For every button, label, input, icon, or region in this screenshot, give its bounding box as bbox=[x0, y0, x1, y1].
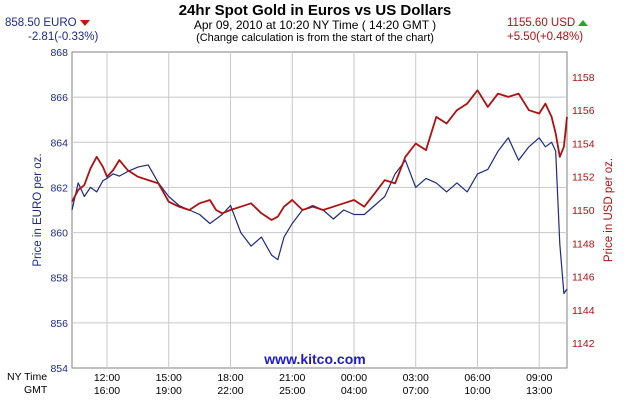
x-tick-label-ny: 12:00 bbox=[94, 372, 120, 384]
usd-change: +5.50(+0.48%) bbox=[507, 31, 584, 43]
y-tick-label-right: 1152 bbox=[572, 172, 595, 184]
x-tick-label-ny: 18:00 bbox=[217, 372, 243, 384]
x-tick-label-gmt: 25:00 bbox=[279, 385, 305, 397]
y-tick-label-right: 1158 bbox=[572, 72, 595, 84]
eur-quote: 858.50 EURO bbox=[5, 17, 90, 29]
x-tick-label-gmt: 07:00 bbox=[403, 385, 429, 397]
x-tick-label-ny: 03:00 bbox=[403, 372, 429, 384]
plot-area bbox=[71, 51, 568, 369]
y-tick-label-left: 858 bbox=[50, 273, 68, 285]
eur-change: -2.81(-0.33%) bbox=[28, 31, 99, 43]
y-tick-label-right: 1142 bbox=[572, 338, 595, 350]
x-tick-label-gmt: 16:00 bbox=[94, 385, 120, 397]
x-tick-label-ny: 06:00 bbox=[464, 372, 490, 384]
series-line-usd bbox=[71, 89, 568, 221]
y-tick-label-right: 1154 bbox=[572, 138, 595, 150]
y-tick-label-left: 864 bbox=[50, 137, 68, 149]
x-tick-label-gmt: 19:00 bbox=[156, 385, 182, 397]
eur-price: 858.50 EURO bbox=[5, 17, 77, 29]
y-tick-label-left: 860 bbox=[50, 228, 68, 240]
y-tick-label-left: 856 bbox=[50, 318, 68, 330]
x-tick-label-ny: 21:00 bbox=[279, 372, 305, 384]
up-arrow-icon bbox=[578, 19, 589, 26]
x-tick-label-gmt: 04:00 bbox=[341, 385, 367, 397]
down-arrow-icon bbox=[79, 19, 90, 26]
ny-time-label: NY Time bbox=[7, 371, 48, 383]
y-tick-label-left: 854 bbox=[50, 363, 68, 375]
chart-subtitle: Apr 09, 2010 at 10:20 NY Time ( 14:20 GM… bbox=[193, 18, 437, 32]
chart-note: (Change calculation is from the start of… bbox=[196, 32, 434, 44]
y-tick-label-left: 868 bbox=[50, 47, 68, 59]
x-tick-label-gmt: 10:00 bbox=[464, 385, 490, 397]
y-tick-label-left: 862 bbox=[50, 182, 68, 194]
x-tick-label-gmt: 22:00 bbox=[217, 385, 243, 397]
y-tick-label-right: 1146 bbox=[572, 272, 595, 284]
x-tick-label-gmt: 13:00 bbox=[526, 385, 552, 397]
x-tick-label-ny: 09:00 bbox=[526, 372, 552, 384]
y-tick-label-right: 1148 bbox=[572, 238, 595, 250]
usd-price: 1155.60 USD bbox=[507, 17, 576, 29]
chart-title: 24hr Spot Gold in Euros vs US Dollars bbox=[178, 2, 452, 19]
usd-quote: 1155.60 USD bbox=[507, 17, 589, 29]
y-tick-label-right: 1156 bbox=[572, 105, 595, 117]
y-tick-label-right: 1150 bbox=[572, 205, 595, 217]
y-tick-label-left: 866 bbox=[50, 92, 68, 104]
x-tick-label-ny: 15:00 bbox=[156, 372, 182, 384]
y-axis-title-left: Price in EURO per oz. bbox=[32, 153, 44, 266]
kitco-watermark: www.kitco.com bbox=[264, 351, 366, 367]
y-tick-label-right: 1144 bbox=[572, 305, 595, 317]
x-tick-label-ny: 00:00 bbox=[341, 372, 367, 384]
y-axis-title-right: Price in USD per oz. bbox=[603, 158, 615, 262]
gmt-label: GMT bbox=[24, 384, 48, 396]
